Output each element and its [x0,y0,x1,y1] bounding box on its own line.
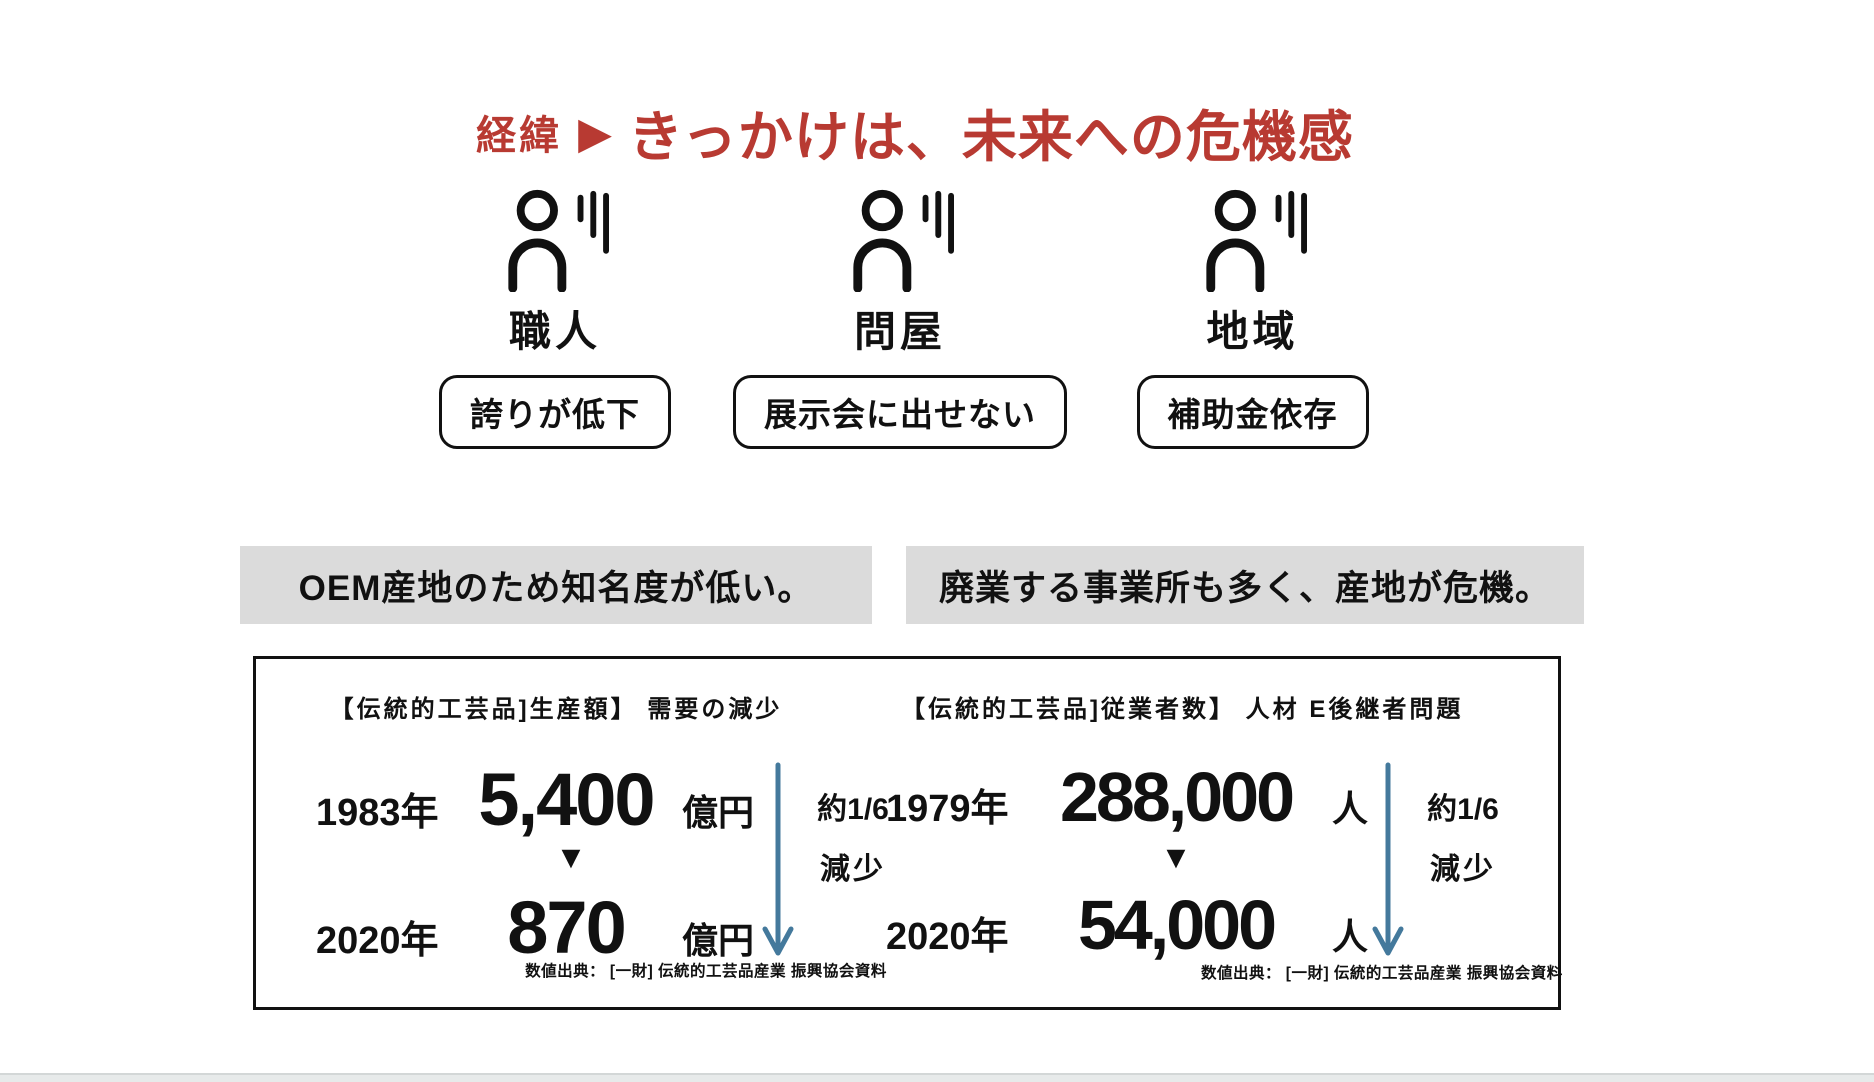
stakeholder-label: 問屋 [853,308,946,355]
stat-row-after: 2020年 54,000 人 [886,885,1368,965]
stat-heading-production: 【伝統的工芸品]生産額】 需要の減少 [329,696,783,723]
source-note: 数値出典： [一財] 伝統的工芸品産業 振興協会資料 [1201,965,1563,982]
stat-value: 288,000 [1059,758,1295,836]
change-label: 約1/6 減少 [798,795,908,885]
issue-box: 展示会に出せない [733,375,1067,449]
stat-value: 870 [507,886,626,969]
stat-row-after: 2020年 870 億円 [316,885,754,970]
stakeholder-column-craftsman: 職人 誇りが低下 [415,184,695,449]
stat-value: 54,000 [1077,886,1277,964]
stat-heading-workers: 【伝統的工芸品]従業者数】 人材 E後継者問題 [901,696,1464,723]
issue-box: 誇りが低下 [439,375,671,449]
change-ratio: 約1/6 [1427,793,1499,826]
stat-row-before: 1983年 5,400 億円 [316,757,754,842]
person-stress-icon [1189,184,1317,292]
person-stress-icon [491,184,619,292]
person-stress-icon [836,184,964,292]
stat-row-before: 1979年 288,000 人 [886,757,1368,837]
triangle-right-icon: ▶ [578,109,613,158]
page-edge-strip [0,1073,1874,1082]
issue-box: 補助金依存 [1136,375,1369,449]
stat-unit: 人 [1332,788,1369,829]
slide-title: 経緯 ▶ きっかけは、未来への危機感 [0,92,1830,172]
stat-year: 2020年 [316,920,439,962]
problem-bar-closures: 廃業する事業所も多く、産地が危機。 [906,546,1584,624]
title-tag: 経緯 [476,114,563,158]
triangle-down-icon: ▼ [1160,839,1192,875]
stat-unit: 億円 [682,920,755,961]
stakeholder-label: 地域 [1206,308,1299,355]
title-main-text: きっかけは、未来への危機感 [628,106,1354,168]
decline-arrow-icon [761,761,795,961]
stat-year: 1983年 [316,792,439,834]
stat-unit: 人 [1332,916,1369,957]
triangle-down-icon: ▼ [555,839,587,875]
stakeholder-label: 職人 [508,308,601,355]
stat-year: 2020年 [886,916,1009,958]
change-word: 減少 [820,853,886,886]
source-note: 数値出典： [一財] 伝統的工芸品産業 振興協会資料 [525,963,887,980]
stat-value: 5,400 [478,758,655,841]
decline-arrow-icon [1371,761,1405,961]
stat-year: 1979年 [886,788,1009,830]
stat-unit: 億円 [682,792,755,833]
stakeholder-column-wholesaler: 問屋 展示会に出せない [725,184,1075,449]
change-label: 約1/6 減少 [1408,795,1518,885]
change-ratio: 約1/6 [817,793,889,826]
statistics-box: 【伝統的工芸品]生産額】 需要の減少 1983年 5,400 億円 ▼ 2020… [253,656,1563,1010]
change-word: 減少 [1430,853,1496,886]
stakeholder-column-region: 地域 補助金依存 [1110,184,1395,449]
problem-bar-awareness: OEM産地のため知名度が低い。 [240,546,872,624]
